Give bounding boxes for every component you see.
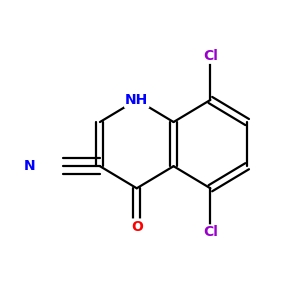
Text: O: O xyxy=(131,220,143,234)
Text: Cl: Cl xyxy=(203,225,218,239)
Text: N: N xyxy=(23,159,35,173)
Text: Cl: Cl xyxy=(203,49,218,63)
Text: NH: NH xyxy=(125,93,148,107)
